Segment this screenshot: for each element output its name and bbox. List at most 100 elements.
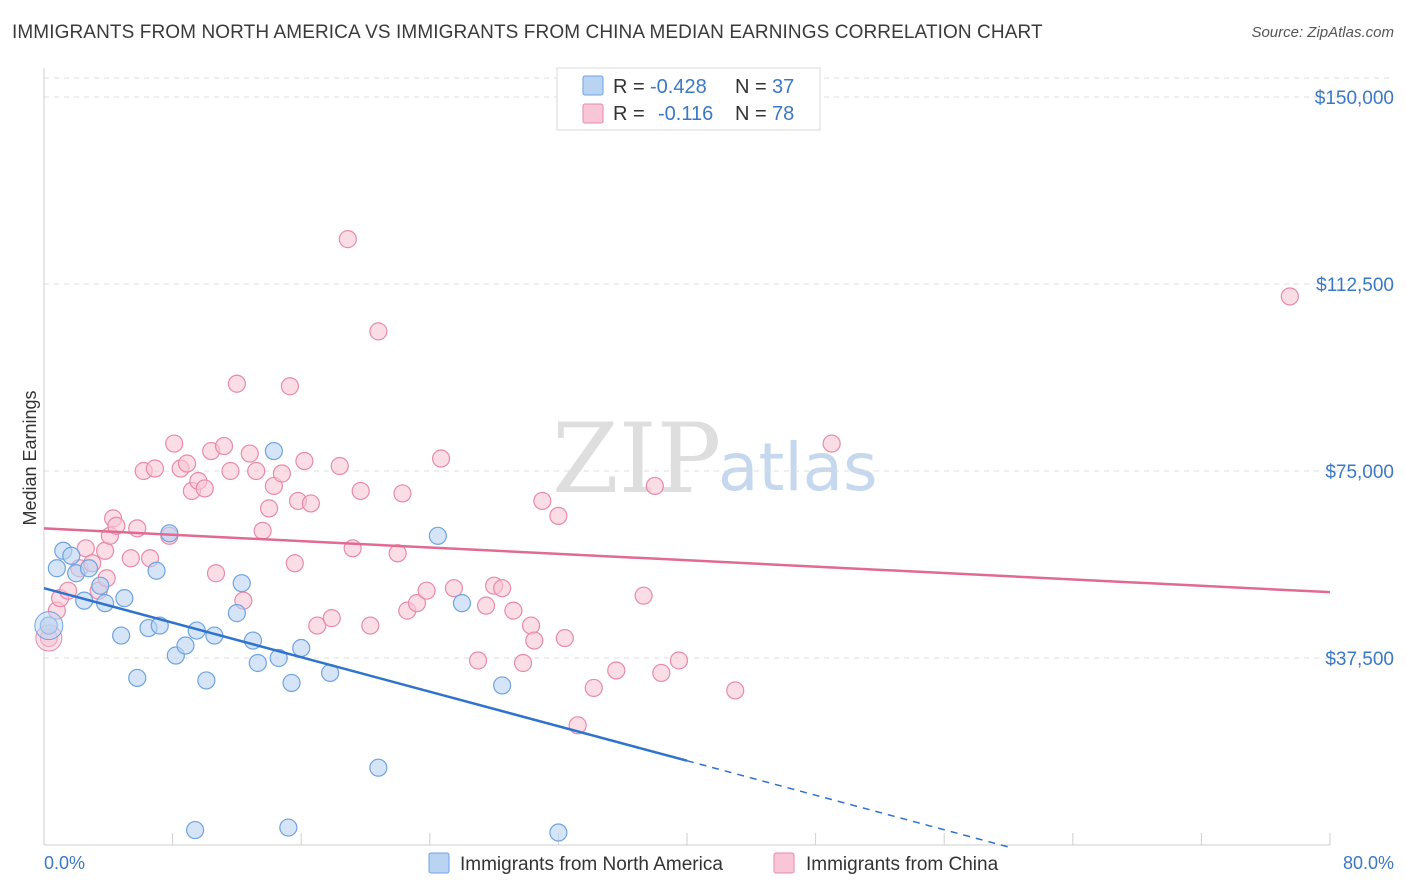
china-point-69 [584,678,603,698]
legend-r-label-2: R = [613,103,645,125]
china-point-26 [206,564,226,583]
series-legend: Immigrants from North America Immigrants… [428,852,999,875]
china-point-56 [444,579,464,598]
trend-line-china [43,527,1331,594]
north-america-point-28 [292,638,311,658]
china-point-28 [221,461,240,481]
y-tick-label-2: $112,500 [1316,275,1394,296]
china-point-67 [555,628,574,648]
china-point-45 [338,230,357,249]
china-point-64 [525,631,544,650]
china-point-58 [476,596,496,615]
series-legend-swatch-north-america [428,852,450,874]
y-tick-label-1: $75,000 [1325,462,1394,483]
north-america-point-11 [128,668,147,688]
north-america-point-6 [79,559,99,578]
watermark-zip: ZIP [552,403,721,515]
series-legend-label-china: Immigrants from China [806,854,999,875]
y-tick-label-3: $150,000 [1315,88,1394,109]
trend-line-north-america-extension [686,760,1009,848]
legend-r-value-1: -0.428 [650,76,707,98]
china-point-63 [521,616,541,635]
correlation-legend: R = -0.428 N = 37 R = -0.116 N = 78 [556,67,821,131]
china-point-32 [247,461,266,481]
north-america-point-9 [112,626,131,645]
china-point-60 [493,579,512,598]
china-point-31 [240,444,259,463]
series-legend-swatch-china [773,852,795,874]
north-america-point-21 [227,604,246,623]
y-tick-label-0: $37,500 [1325,649,1394,670]
china-point-44 [330,456,349,476]
chart-title: IMMIGRANTS FROM NORTH AMERICA VS IMMIGRA… [12,22,1043,43]
chart-source: Source: ZipAtlas.com [1251,24,1394,41]
legend-n-label-2: N = [735,103,767,125]
china-point-48 [361,616,380,635]
china-point-55 [431,449,451,468]
china-point-76 [1280,287,1299,306]
legend-swatch-north-america [582,75,604,96]
china-point-49 [369,322,388,341]
north-america-point-24 [248,653,267,673]
china-point-71 [634,586,653,605]
y-tick-labels: $37,500 $75,000 $112,500 $150,000 [1315,88,1394,670]
trend-line-north-america [43,586,688,762]
north-america-point-25 [264,441,283,461]
north-america-point-27 [282,673,301,693]
north-america-point-32 [452,594,472,613]
china-point-24 [195,479,214,498]
china-point-66 [549,506,568,525]
north-america-point-large [34,611,64,641]
legend-r-value-2: -0.116 [658,103,713,125]
gridlines [44,77,1394,659]
north-america-point-10 [115,589,134,608]
north-america-point-17 [176,636,195,655]
china-point-47 [351,481,370,501]
legend-n-label-1: N = [735,76,767,98]
china-point-38 [285,554,304,573]
china-point-61 [504,601,523,620]
x-tick-labels: 0.0% 80.0% [44,853,1394,873]
china-point-13 [121,549,140,568]
china-point-75 [726,681,745,700]
north-america-point-26 [269,648,288,668]
china-point-77 [822,434,841,453]
china-point-40 [295,451,314,471]
trend-lines [43,527,1331,848]
china-point-74 [669,651,689,670]
y-axis-label: Median Earnings [20,390,40,525]
watermark: ZIP atlas [552,403,878,515]
china-point-65 [533,491,552,511]
china-point-19 [165,434,184,453]
china-point-62 [513,653,533,673]
north-america-point-30 [369,758,388,777]
china-point-5 [76,539,95,558]
china-point-36 [272,464,292,483]
series-china-points [35,230,1299,735]
north-america-point-33 [493,676,512,695]
x-tick-min: 0.0% [44,853,85,873]
watermark-atlas: atlas [718,429,878,506]
china-point-73 [652,663,671,683]
north-america-point-31 [428,526,447,545]
series-legend-label-north-america: Immigrants from North America [460,854,723,875]
china-point-33 [253,521,272,540]
china-point-72 [645,476,664,496]
china-point-70 [607,661,626,680]
china-point-57 [468,651,488,670]
legend-r-label-1: R = [613,76,645,98]
china-point-17 [145,459,165,478]
china-point-43 [322,609,341,628]
china-point-41 [301,494,320,513]
north-america-point-7 [91,576,110,595]
china-point-37 [280,377,300,396]
china-point-27 [214,436,234,456]
china-point-29 [227,374,246,393]
china-point-42 [308,616,327,635]
china-point-34 [259,499,279,518]
china-point-12 [107,516,126,535]
north-america-point-22 [232,574,251,593]
north-america-point-36 [549,823,568,842]
legend-n-value-2: 78 [772,103,794,125]
